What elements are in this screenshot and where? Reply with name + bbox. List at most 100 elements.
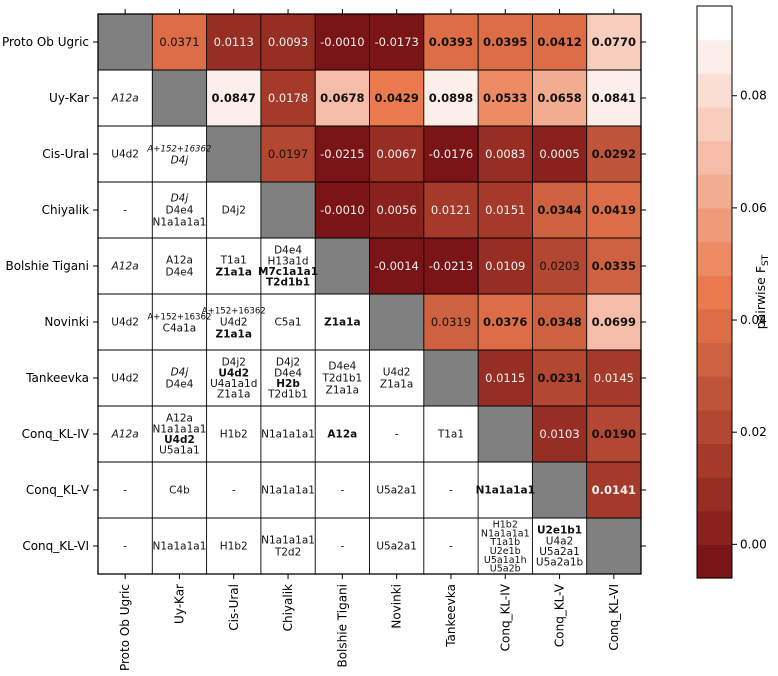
fst-cell [206,70,261,126]
fst-value-label: -0.0014 [374,259,418,273]
fst-value-label: 0.0678 [320,91,364,105]
diagonal-cell [532,462,587,518]
haplogroup-cell [260,518,316,574]
haplogroup-label: D4j2 [222,357,246,369]
haplogroup-cell [260,462,316,518]
diagonal-cell [206,126,261,182]
y-tick-label: Bolshie Tigani [5,259,89,273]
haplogroup-cell [152,126,207,182]
haplogroup-cell [315,462,370,518]
haplogroup-label: U2e1b [490,546,521,557]
haplogroup-cell [369,406,424,462]
haplogroup-cell [532,518,587,574]
diagonal-cell [260,182,316,238]
haplogroup-label: D4e4 [165,205,193,217]
fst-cell [369,70,424,126]
haplogroup-label: U4d2 [383,367,411,379]
fst-cell [532,238,587,294]
fst-cell [423,182,479,238]
haplogroup-label: T1a1 [220,255,247,267]
legend-color-step [697,241,732,276]
haplogroup-label: T2d2 [274,547,301,559]
fst-cell [532,294,587,350]
haplogroup-label: T2d1b1 [267,389,308,401]
diagonal-cell [315,238,370,294]
haplogroup-label: - [395,429,399,441]
haplogroup-label: U4d2 [111,317,139,329]
fst-cell [478,70,533,126]
fst-value-label: 0.0841 [592,91,636,105]
haplogroup-cell [206,518,261,574]
haplogroup-label: D4e4 [165,379,193,391]
fst-cell [369,182,424,238]
legend-color-step [697,6,732,41]
fst-value-label: 0.0145 [594,371,634,385]
haplogroup-label: A12a [111,429,139,441]
haplogroup-label: - [340,485,344,497]
haplogroup-label: - [449,485,453,497]
diagonal-cell [478,406,533,462]
fst-cell [586,238,641,294]
fst-cell [532,126,587,182]
haplogroup-cell [206,294,261,350]
fst-cell [260,70,316,126]
legend-tick-label: 0.08 [740,89,767,103]
x-tick-label: Cis-Ural [227,584,241,631]
fst-cell [152,14,207,70]
haplogroup-cell [315,518,370,574]
fst-value-label: 0.0335 [592,259,636,273]
fst-value-label: -0.0010 [320,203,364,217]
fst-cell [478,182,533,238]
diagonal-cell [586,518,641,574]
y-tick-label: Uy-Kar [49,91,89,105]
haplogroup-label: C4b [169,485,190,497]
y-tick-label: Conq_KL-IV [22,427,90,441]
fst-value-label: 0.0113 [214,35,254,49]
diagonal-cell [369,294,424,350]
fst-value-label: 0.0770 [592,35,636,49]
haplogroup-cell [152,462,207,518]
fst-value-label: 0.0419 [592,203,636,217]
haplogroup-cell [260,406,316,462]
haplogroup-label: U5a1a1h [484,555,527,566]
fst-cell [586,294,641,350]
legend-color-step [697,106,732,142]
haplogroup-label: T1a1 [437,429,464,441]
fst-cell [586,70,641,126]
fst-cell [423,238,479,294]
fst-value-label: -0.0010 [320,35,364,49]
haplogroup-cell [152,518,207,574]
y-tick-label: Proto Ob Ugric [2,35,89,49]
haplogroup-label: U5a2a1 [539,546,580,558]
x-tick-label: Tankeevka [444,584,458,648]
legend-title: pairwise FST [753,254,771,329]
fst-value-label: 0.0093 [268,35,308,49]
haplogroup-label: Z1a1a [326,385,359,397]
haplogroup-label: M7c1a1a1 [258,266,318,278]
haplogroup-cell [206,182,261,238]
fst-value-label: 0.0395 [483,35,527,49]
haplogroup-cell [98,294,153,350]
legend-color-step [697,174,732,209]
fst-cell [478,126,533,182]
haplogroup-label: U5a1a1 [159,445,200,457]
haplogroup-cell [98,238,153,294]
haplogroup-cell [315,350,370,406]
fst-value-label: -0.0176 [429,147,473,161]
plot-frame [97,13,642,575]
fst-value-label: 0.0376 [483,315,527,329]
haplogroup-cell [478,518,533,574]
haplogroup-cell [369,462,424,518]
haplogroup-label: N1a1a1a1 [481,528,530,539]
fst-value-label: 0.0115 [485,371,525,385]
haplogroup-cell [260,238,316,294]
heatmap-axes: Proto Ob Ugric Proto Ob Ugric Uy-Kar Uy-Kar… [2,9,646,671]
haplogroup-cell [206,238,261,294]
color-legend: 0.00 0.02 0.04 0.06 0.08 pairwise FST [696,5,771,579]
haplogroup-label: U5a2a1b [536,557,584,569]
haplogroup-cell [260,350,316,406]
legend-tick-label: 0.04 [740,313,767,327]
fst-value-label: 0.0005 [539,147,579,161]
fst-cell [206,14,261,70]
haplogroup-label: T2d1b1 [266,277,310,289]
